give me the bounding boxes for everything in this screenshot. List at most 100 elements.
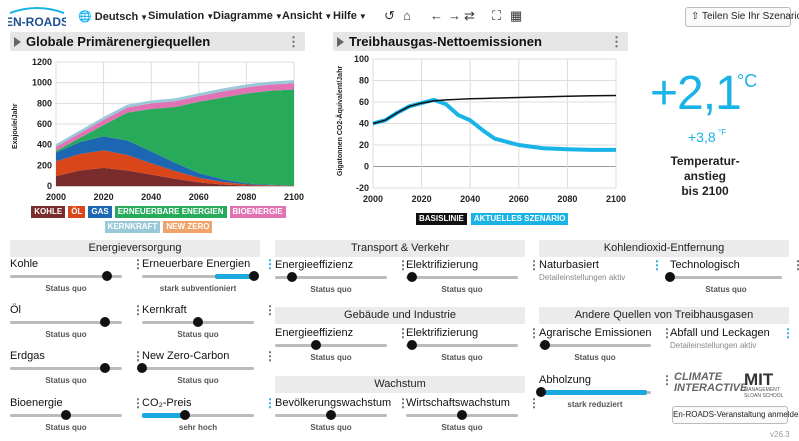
new-zero-more-icon[interactable]: ⋮ bbox=[264, 349, 276, 363]
ag-emissions-slider-track[interactable] bbox=[539, 344, 651, 347]
gas-slider-knob[interactable] bbox=[100, 363, 111, 373]
undo-arrow-icon[interactable]: ← bbox=[430, 8, 443, 23]
table-icon[interactable]: ▦ bbox=[510, 8, 523, 23]
energy-y-tick-label: 200 bbox=[37, 160, 52, 170]
legend-item[interactable]: GAS bbox=[88, 206, 112, 218]
emissions-x-tick-label: 2000 bbox=[363, 194, 383, 204]
naturbasiert-settings-icon[interactable]: ⋮ bbox=[651, 258, 663, 272]
transport-eff-slider-track[interactable] bbox=[275, 276, 387, 279]
share-scenario-button[interactable]: ⇧ Teilen Sie Ihr Szenario bbox=[685, 7, 799, 27]
waste-leak-note: Detaileinstellungen aktiv bbox=[670, 341, 757, 350]
collapse-triangle-icon[interactable] bbox=[14, 37, 21, 47]
reset-icon[interactable]: ↺ bbox=[384, 8, 395, 23]
more-options-icon[interactable]: ⋮ bbox=[610, 34, 623, 49]
transport-elec-more-icon[interactable]: ⋮ bbox=[528, 258, 540, 272]
tech-cdr-more-icon[interactable]: ⋮ bbox=[792, 258, 799, 272]
renewables-more-icon[interactable]: ⋮ bbox=[264, 257, 276, 271]
register-event-button[interactable]: En-ROADS-Veranstaltung anmelden bbox=[672, 406, 799, 424]
legend-item[interactable]: ÖL bbox=[68, 206, 86, 218]
population-more-icon[interactable]: ⋮ bbox=[397, 396, 409, 410]
language-menu[interactable]: 🌐 Deutsch ▼ bbox=[78, 10, 148, 23]
climate-interactive-logo[interactable]: CLIMATE INTERACTIVE bbox=[674, 372, 747, 394]
transport-elec-slider-knob[interactable] bbox=[406, 272, 417, 282]
economic-more-icon[interactable]: ⋮ bbox=[528, 396, 540, 410]
carbon-price-slider-track[interactable] bbox=[142, 414, 254, 417]
ag-emissions-label: Agrarische Emissionen bbox=[539, 327, 652, 339]
bioenergy-more-icon[interactable]: ⋮ bbox=[132, 396, 144, 410]
oil-slider-track[interactable] bbox=[10, 321, 122, 324]
redo-arrow-icon[interactable]: → bbox=[448, 8, 461, 23]
emissions-legend: BASISLINIE AKTUELLES SZENARIO bbox=[416, 212, 616, 225]
legend-item[interactable]: BIOENERGIE bbox=[229, 206, 286, 218]
emissions-x-tick-label: 2060 bbox=[509, 194, 529, 204]
en-roads-logo[interactable]: EN-ROADS bbox=[8, 5, 66, 31]
collapse-triangle-icon[interactable] bbox=[337, 37, 344, 47]
energy-chart-header[interactable]: Globale Primärenergiequellen ⋮ bbox=[10, 32, 305, 51]
home-icon[interactable]: ⌂ bbox=[403, 8, 411, 23]
coal-slider-track[interactable] bbox=[10, 275, 122, 278]
view-label: Ansicht bbox=[282, 10, 323, 22]
nuclear-slider-knob[interactable] bbox=[193, 317, 203, 327]
build-eff-slider-knob[interactable] bbox=[311, 340, 322, 350]
renewables-slider-knob[interactable] bbox=[249, 271, 259, 281]
simulation-menu[interactable]: Simulation ▼ bbox=[148, 10, 214, 22]
help-menu[interactable]: Hilfe ▼ bbox=[333, 10, 367, 22]
legend-item[interactable]: AKTUELLES SZENARIO bbox=[470, 213, 569, 225]
emissions-chart-header[interactable]: Treibhausgas-Nettoemissionen ⋮ bbox=[333, 32, 628, 51]
ag-emissions-more-icon[interactable]: ⋮ bbox=[661, 326, 673, 340]
population-slider-knob[interactable] bbox=[326, 410, 336, 420]
nuclear-more-icon[interactable]: ⋮ bbox=[264, 303, 276, 317]
gas-more-icon[interactable]: ⋮ bbox=[132, 349, 144, 363]
new-zero-slider-knob[interactable] bbox=[137, 363, 147, 373]
temperature-label-line: anstieg bbox=[683, 169, 726, 183]
build-elec-more-icon[interactable]: ⋮ bbox=[528, 326, 540, 340]
transport-elec-slider-track[interactable] bbox=[406, 276, 518, 279]
population-label: Bevölkerungswachstum bbox=[275, 397, 392, 409]
renewables-slider-track[interactable] bbox=[142, 275, 254, 278]
compare-icon[interactable]: ⇄ bbox=[464, 8, 475, 23]
section-growth: Wachstum bbox=[275, 376, 525, 393]
energy-x-tick-label: 2000 bbox=[46, 192, 66, 202]
mit-logo[interactable]: MIT bbox=[744, 370, 774, 389]
legend-item[interactable]: KOHLE bbox=[31, 206, 66, 218]
oil-slider-knob[interactable] bbox=[100, 317, 111, 327]
build-elec-slider-track[interactable] bbox=[406, 344, 518, 347]
tech-cdr-slider-knob[interactable] bbox=[665, 272, 675, 282]
deforestation-status: stark reduziert bbox=[567, 400, 623, 409]
emissions-x-tick-label: 2020 bbox=[412, 194, 432, 204]
legend-item[interactable]: ERNEUERBARE ENERGIEN bbox=[114, 206, 227, 218]
temperature-label: Temperatur- anstieg bis 2100 bbox=[640, 154, 770, 199]
build-elec-slider-knob[interactable] bbox=[406, 340, 417, 350]
temperature-label-line: Temperatur- bbox=[670, 154, 740, 168]
view-menu[interactable]: Ansicht ▼ bbox=[282, 10, 332, 22]
legend-item[interactable]: BASISLINIE bbox=[416, 213, 467, 225]
new-zero-slider-track[interactable] bbox=[142, 367, 254, 370]
gas-slider-track[interactable] bbox=[10, 367, 122, 370]
ag-emissions-slider-knob[interactable] bbox=[539, 340, 550, 350]
bioenergy-status: Status quo bbox=[45, 423, 87, 432]
more-options-icon[interactable]: ⋮ bbox=[287, 34, 300, 49]
energy-y-tick-label: 400 bbox=[37, 140, 52, 150]
coal-more-icon[interactable]: ⋮ bbox=[132, 257, 144, 271]
build-eff-slider-track[interactable] bbox=[275, 344, 387, 347]
legend-item[interactable]: NEW ZERO bbox=[163, 221, 213, 233]
transport-eff-slider-knob[interactable] bbox=[286, 272, 297, 282]
economic-slider-knob[interactable] bbox=[457, 410, 467, 420]
build-eff-more-icon[interactable]: ⋮ bbox=[397, 326, 409, 340]
oil-more-icon[interactable]: ⋮ bbox=[132, 303, 144, 317]
legend-item[interactable]: KERNKRAFT bbox=[104, 221, 161, 233]
carbon-price-more-icon[interactable]: ⋮ bbox=[264, 396, 276, 410]
transport-eff-status: Status quo bbox=[310, 285, 352, 294]
carbon-price-slider-knob[interactable] bbox=[179, 410, 190, 420]
transport-eff-more-icon[interactable]: ⋮ bbox=[397, 258, 409, 272]
graphs-menu[interactable]: Diagramme ▼ bbox=[213, 10, 283, 22]
deforestation-slider-knob[interactable] bbox=[536, 387, 547, 397]
coal-slider-knob[interactable] bbox=[102, 271, 113, 281]
tech-cdr-slider-track[interactable] bbox=[670, 276, 782, 279]
fullscreen-icon[interactable]: ⛶ bbox=[492, 8, 502, 23]
waste-leak-label: Abfall und Leckagen bbox=[670, 327, 770, 339]
waste-leak-settings-icon[interactable]: ⋮ bbox=[782, 326, 794, 340]
deforestation-more-icon[interactable]: ⋮ bbox=[661, 373, 673, 387]
bioenergy-slider-knob[interactable] bbox=[61, 410, 71, 420]
